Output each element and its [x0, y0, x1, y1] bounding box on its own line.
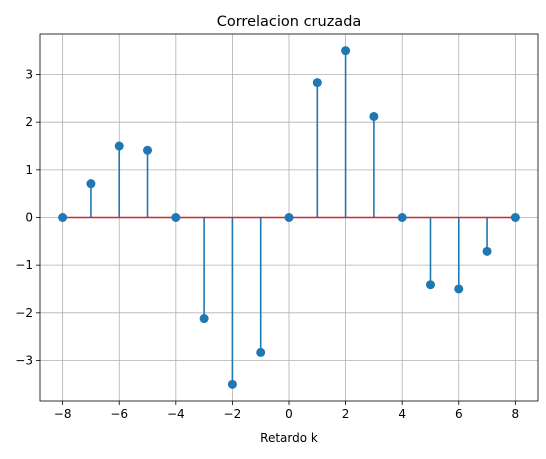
x-tick-label: −6 [110, 407, 128, 421]
x-tick-label: 4 [398, 407, 406, 421]
stem-marker [256, 347, 266, 357]
markers [58, 46, 520, 389]
stem-marker [171, 213, 181, 222]
stem-marker [114, 141, 124, 151]
x-tick-label: 2 [342, 407, 350, 421]
x-tick-label: 6 [455, 407, 463, 421]
stem-marker [284, 213, 294, 222]
x-ticks: −8 −6 −4 −2 0 2 4 6 8 [54, 401, 519, 421]
stem-marker [86, 179, 96, 189]
chart-title: Correlacion cruzada [217, 14, 362, 30]
y-tick-label: 3 [25, 68, 33, 82]
y-ticks: −3 −2 −1 0 1 2 3 [15, 68, 40, 367]
x-tick-label: 8 [512, 407, 520, 421]
stem-marker [227, 379, 237, 389]
y-tick-label: 2 [25, 115, 33, 129]
stem-marker [312, 78, 322, 88]
y-tick-label: −1 [15, 258, 33, 272]
y-tick-label: −3 [15, 353, 33, 367]
stem-marker [341, 46, 351, 56]
x-tick-label: −2 [224, 407, 242, 421]
x-axis-title: Retardo k [260, 431, 318, 445]
y-tick-label: −2 [15, 306, 33, 320]
stem-marker [425, 280, 435, 290]
x-tick-label: 0 [285, 407, 293, 421]
x-tick-label: −4 [167, 407, 185, 421]
y-tick-label: 0 [25, 211, 33, 225]
stem-lines [90, 50, 488, 385]
stem-marker [143, 145, 153, 155]
stem-marker [482, 246, 492, 256]
y-tick-label: 1 [25, 163, 33, 177]
x-tick-label: −8 [54, 407, 72, 421]
stem-marker [510, 213, 520, 222]
stem-marker [199, 314, 209, 324]
stem-marker [454, 284, 464, 294]
stem-marker [397, 213, 407, 222]
stem-marker [369, 111, 379, 121]
stem-marker [58, 213, 68, 222]
